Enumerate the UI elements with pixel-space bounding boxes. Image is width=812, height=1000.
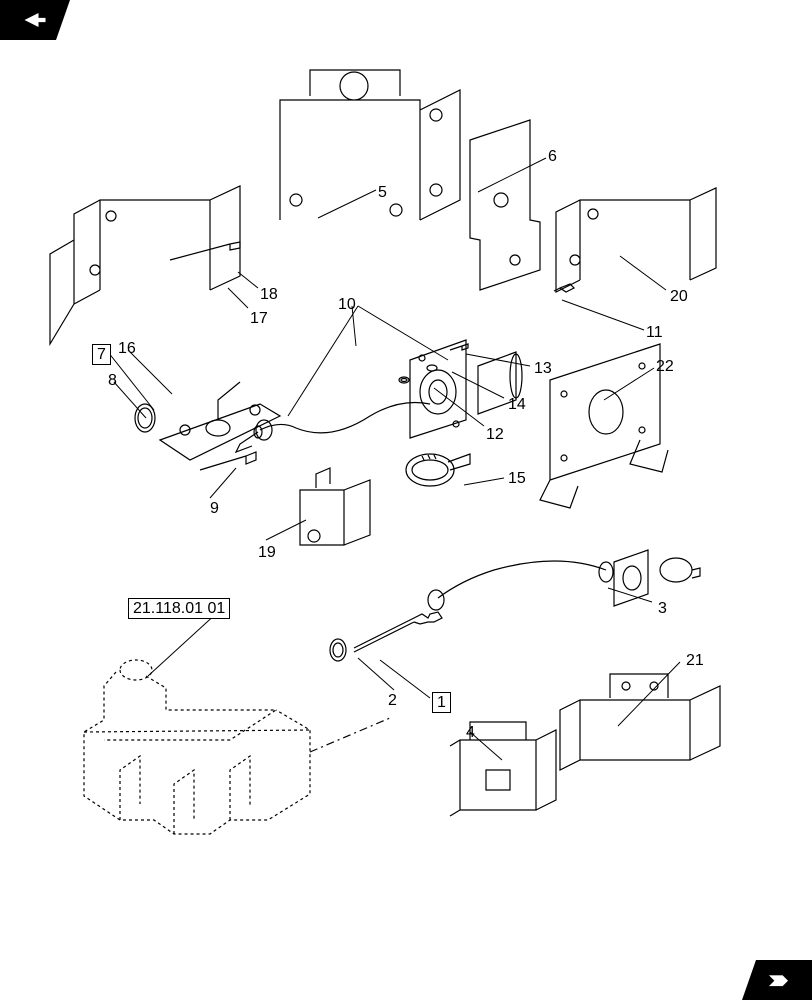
callout-16: 16 (118, 340, 136, 358)
callout-19: 19 (258, 544, 276, 562)
part-bolt-9 (200, 452, 256, 470)
callout-9: 9 (210, 500, 219, 518)
part-bracket-19 (300, 468, 370, 545)
callout-17: 17 (250, 310, 268, 328)
callout-2: 2 (388, 692, 397, 710)
callout-1: 1 (432, 692, 451, 713)
part-bracket-21 (560, 674, 720, 770)
callout-4: 4 (466, 724, 475, 742)
ref-housing (84, 660, 390, 834)
callout-20: 20 (670, 288, 688, 306)
part-nut-14 (427, 365, 437, 371)
part-plate-22 (540, 344, 668, 508)
parts-diagram (30, 60, 782, 940)
part-nut-12 (399, 377, 409, 383)
part-bracket-17 (50, 186, 240, 344)
callout-5: 5 (378, 184, 387, 202)
top-left-flag (0, 0, 70, 40)
part-oring-8 (135, 404, 155, 432)
part-oring-2 (330, 639, 346, 661)
callout-18: 18 (260, 286, 278, 304)
callout-3: 3 (658, 600, 667, 618)
callout-11: 11 (646, 324, 663, 342)
callout-15: 15 (508, 470, 526, 488)
part-plate-7-16 (160, 382, 280, 460)
callout-7: 7 (92, 344, 111, 365)
diagram-svg (30, 60, 782, 940)
callout-10: 10 (338, 296, 356, 314)
part-bracket-6 (470, 120, 540, 290)
part-clamp-15 (406, 454, 470, 486)
callout-8: 8 (108, 372, 117, 390)
return-arrow-icon (21, 9, 49, 31)
bottom-right-flag (742, 960, 812, 1000)
callout-12: 12 (486, 426, 504, 444)
callout-21: 21 (686, 652, 704, 670)
ref-label: 21.118.01 01 (128, 598, 230, 619)
callout-22: 22 (656, 358, 674, 376)
part-bracket-20 (556, 188, 716, 292)
part-heater-1 (354, 612, 442, 652)
next-arrow-icon (763, 969, 791, 991)
part-hose-10 (236, 340, 522, 452)
callout-14: 14 (508, 396, 526, 414)
callout-6: 6 (548, 148, 557, 166)
part-bolt-18 (170, 242, 240, 260)
part-bracket-5 (280, 70, 460, 220)
callout-13: 13 (534, 360, 552, 378)
